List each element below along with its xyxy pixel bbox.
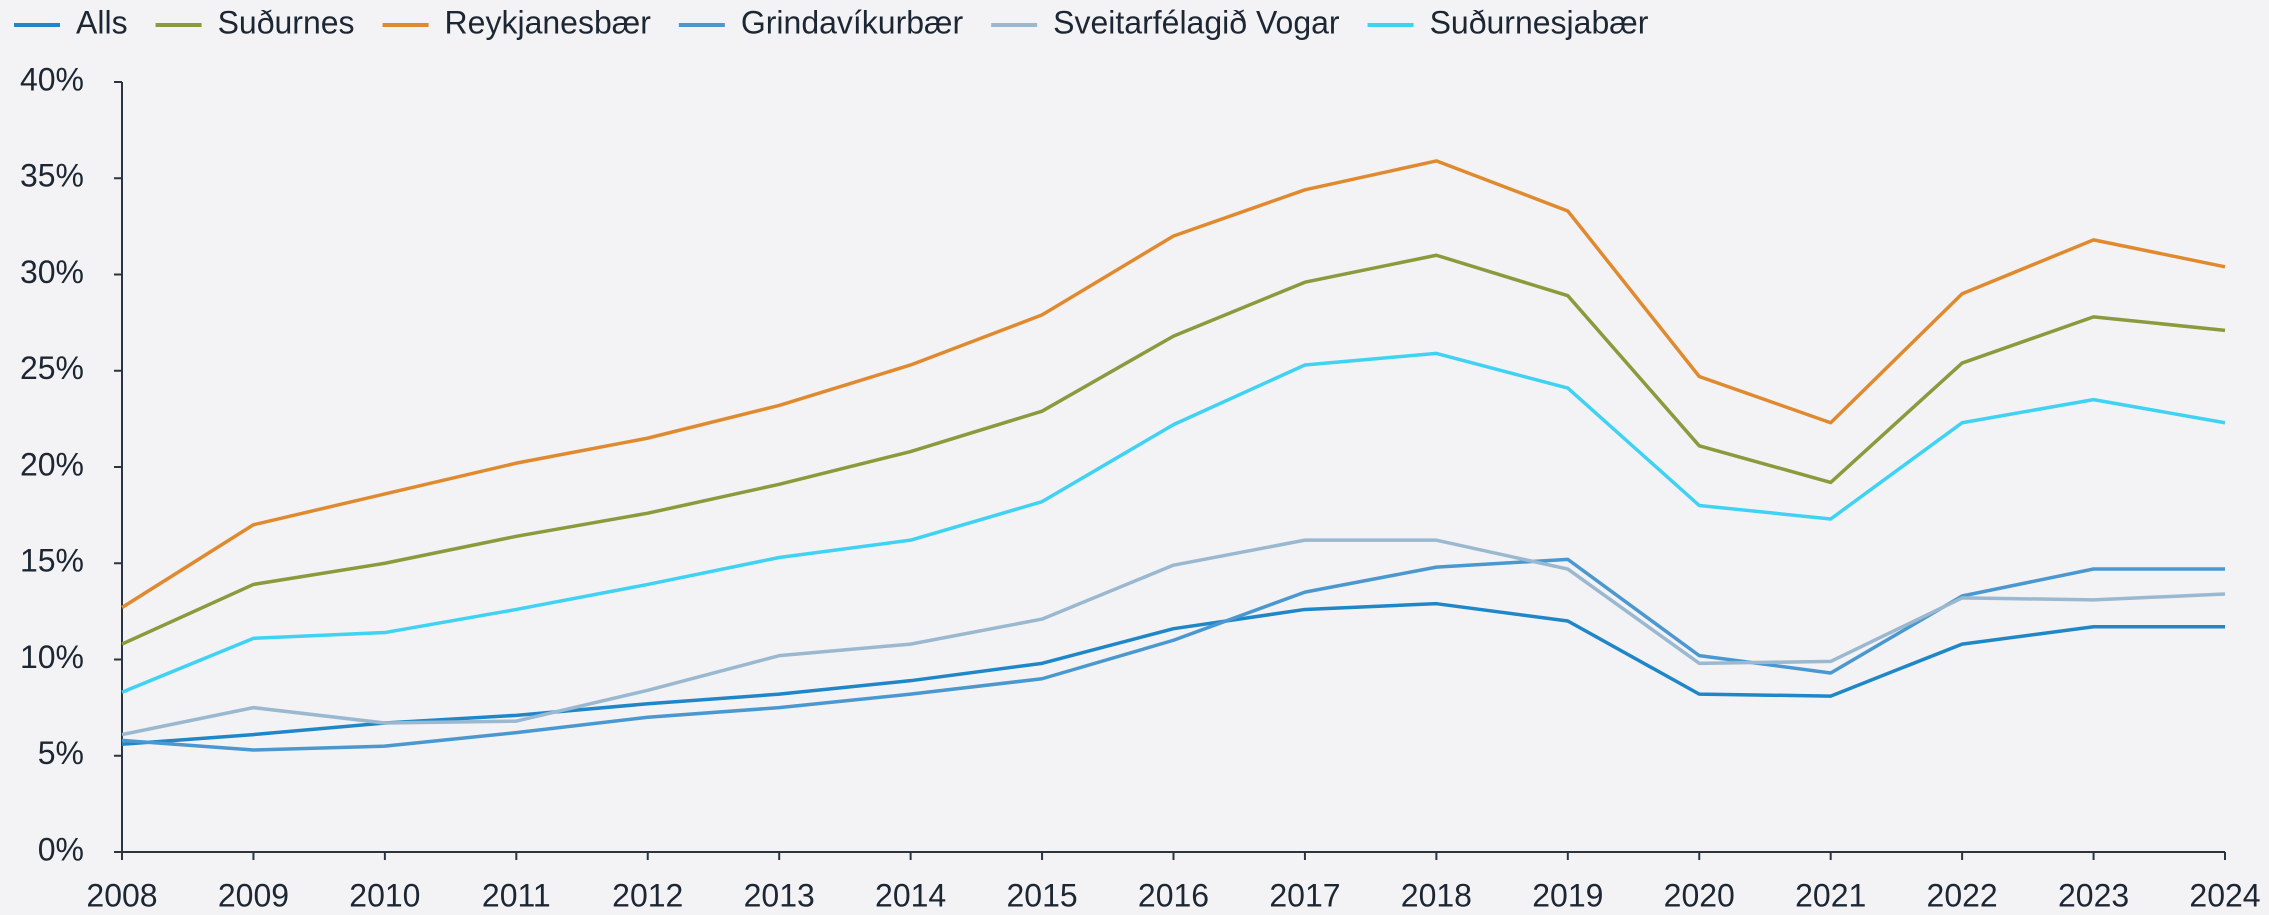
- legend-label: Grindavíkurbær: [741, 4, 964, 40]
- y-tick-label: 15%: [20, 543, 84, 579]
- y-tick-label: 10%: [20, 639, 84, 675]
- series-line: [121, 538, 2226, 737]
- x-tick-label: 2008: [86, 877, 157, 913]
- legend-label: Reykjanesbær: [445, 4, 652, 40]
- x-tick-label: 2009: [218, 877, 289, 913]
- y-tick-label: 20%: [20, 446, 84, 482]
- legend-label: Sveitarfélagið Vogar: [1053, 4, 1340, 40]
- series-line: [121, 159, 2226, 610]
- series-line: [121, 557, 2225, 752]
- y-tick-label: 0%: [38, 831, 84, 867]
- x-tick-label: 2014: [875, 877, 946, 913]
- x-tick-label: 2019: [1532, 877, 1603, 913]
- x-tick-label: 2017: [1269, 877, 1340, 913]
- y-tick-label: 25%: [20, 350, 84, 386]
- y-tick-label: 30%: [20, 254, 84, 290]
- x-tick-label: 2022: [1927, 877, 1998, 913]
- series-line: [121, 601, 2225, 746]
- x-tick-label: 2023: [2058, 877, 2129, 913]
- series-line: [121, 253, 2226, 646]
- x-tick-label: 2018: [1401, 877, 1472, 913]
- x-tick-label: 2013: [744, 877, 815, 913]
- x-tick-label: 2011: [482, 877, 551, 913]
- x-tick-label: 2024: [2189, 877, 2260, 913]
- x-tick-label: 2016: [1138, 877, 1209, 913]
- legend-label: Alls: [76, 4, 128, 40]
- y-tick-label: 5%: [38, 735, 84, 771]
- legend-label: Suðurnes: [218, 4, 355, 40]
- x-tick-label: 2010: [349, 877, 420, 913]
- x-tick-label: 2020: [1664, 877, 1735, 913]
- x-tick-label: 2021: [1795, 877, 1866, 913]
- y-tick-label: 40%: [20, 61, 84, 97]
- x-tick-label: 2012: [612, 877, 683, 913]
- y-tick-label: 35%: [20, 158, 84, 194]
- x-tick-label: 2015: [1006, 877, 1077, 913]
- series-line: [121, 351, 2226, 694]
- legend-label: Suðurnesjabær: [1430, 4, 1649, 40]
